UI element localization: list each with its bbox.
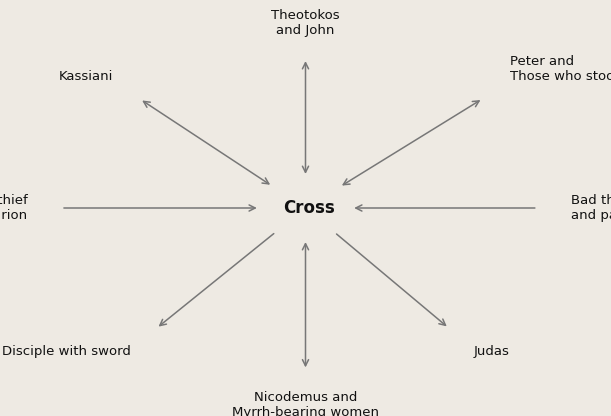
Text: Nicodemus and
Myrrh-bearing women: Nicodemus and Myrrh-bearing women: [232, 391, 379, 416]
Text: Disciple with sword: Disciple with sword: [2, 345, 131, 358]
Text: Kassiani: Kassiani: [59, 70, 113, 83]
Text: Peter and
Those who stood far off: Peter and Those who stood far off: [510, 55, 611, 83]
Text: Bad thief
and passers by: Bad thief and passers by: [571, 194, 611, 222]
Text: Good thief
and centurion: Good thief and centurion: [0, 194, 27, 222]
Text: Judas: Judas: [474, 345, 510, 358]
Text: Theotokos
and John: Theotokos and John: [271, 10, 340, 37]
Text: Cross: Cross: [283, 199, 334, 217]
